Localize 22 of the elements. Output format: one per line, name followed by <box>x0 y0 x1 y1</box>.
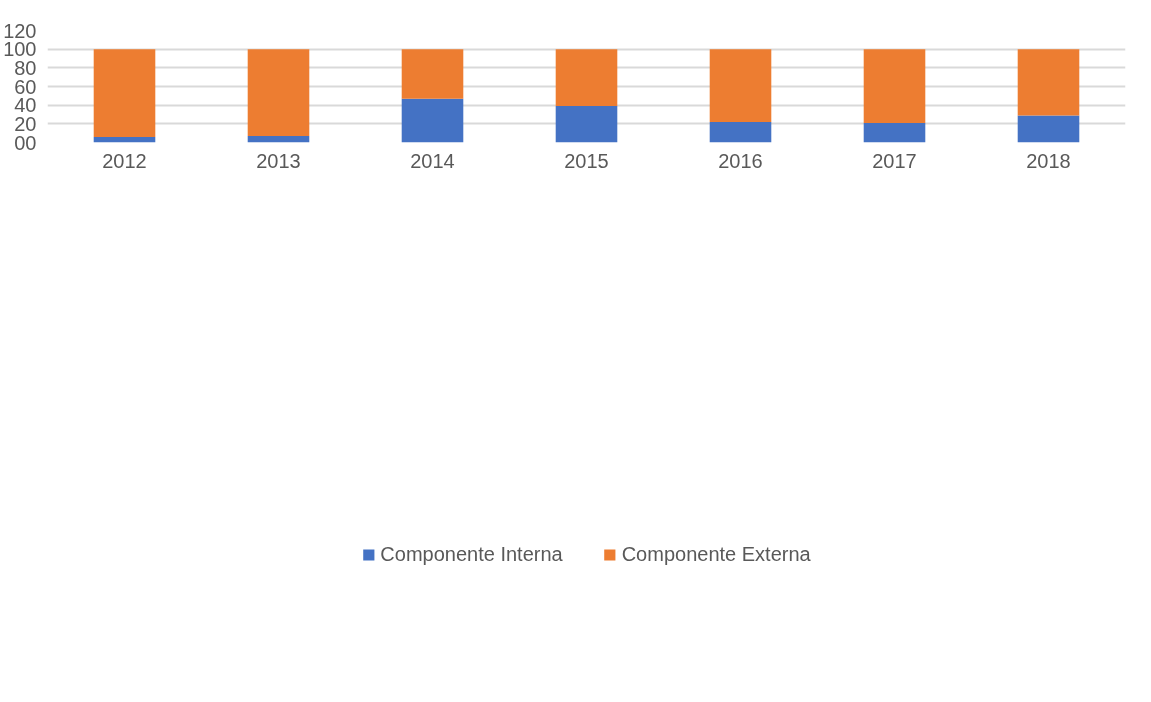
bar <box>401 98 464 143</box>
x-tick-label: 2012 <box>102 149 147 172</box>
bar <box>555 106 618 143</box>
legend-label: Componente Interna <box>380 542 563 566</box>
bar <box>709 49 772 122</box>
x-tick-label: 2017 <box>872 149 917 172</box>
x-tick-label: 2015 <box>564 149 609 172</box>
x-tick-label: 2018 <box>1026 149 1071 172</box>
bar <box>93 49 156 137</box>
bar <box>1017 49 1080 116</box>
x-tick-label: 2013 <box>256 149 301 172</box>
bar <box>247 135 310 143</box>
x-tick-label: 2014 <box>410 149 455 172</box>
bar <box>863 122 926 143</box>
x-tick-label: 2016 <box>718 149 763 172</box>
bar <box>247 49 310 136</box>
legend-label: Componente Externa <box>621 542 811 566</box>
bar <box>863 49 926 123</box>
bar <box>1017 115 1080 143</box>
bar <box>555 49 618 107</box>
bar <box>709 121 772 143</box>
bar <box>401 49 464 99</box>
